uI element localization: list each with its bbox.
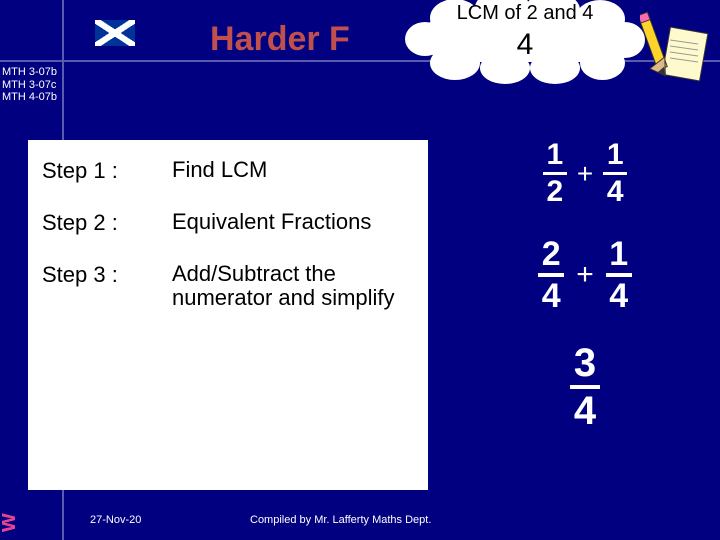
scotland-flag-icon [95,20,135,46]
fraction: 3 4 [570,343,600,431]
step-label: Step 3 : [42,262,172,310]
denominator: 4 [609,279,628,313]
code-item: MTH 3-07b [2,66,57,79]
fraction: 2 4 [538,237,564,313]
numerator: 1 [609,237,628,271]
page-title: Harder F [210,20,350,59]
numerator: 1 [607,140,624,170]
plus-operator: + [577,158,593,190]
denominator: 4 [607,177,624,207]
numerator: 2 [542,237,561,271]
fractions-area: 1 2 + 1 4 2 4 + 1 4 3 4 [470,140,700,461]
steps-panel: Step 1 : Find LCM Step 2 : Equivalent Fr… [28,140,428,490]
denominator: 2 [546,177,563,207]
step-text: Add/Subtract the numerator and simplify [172,262,414,310]
step-row: Step 1 : Find LCM [42,158,414,184]
step-label: Step 2 : [42,210,172,236]
cloud-value: 4 [430,28,620,62]
footer-date: 27-Nov-20 [90,514,141,526]
thought-cloud: LCM of 2 and 4 4 [400,0,650,84]
step-label: Step 1 : [42,158,172,184]
fraction: 1 4 [603,140,627,207]
curriculum-codes: MTH 3-07b MTH 3-07c MTH 4-07b [2,66,57,104]
numerator: 3 [574,343,596,383]
code-item: MTH 4-07b [2,91,57,104]
denominator: 4 [574,391,596,431]
step-row: Step 2 : Equivalent Fractions [42,210,414,236]
expression-row-3: 3 4 [470,343,700,431]
www-fragment: w [0,513,22,532]
denominator: 4 [542,279,561,313]
expression-row-1: 1 2 + 1 4 [470,140,700,207]
plus-operator: + [576,258,594,292]
step-text: Find LCM [172,158,414,184]
expression-row-2: 2 4 + 1 4 [470,237,700,313]
numerator: 1 [546,140,563,170]
footer-credit: Compiled by Mr. Lafferty Maths Dept. [250,514,431,526]
step-text: Equivalent Fractions [172,210,414,236]
pencil-notepad-icon [640,10,710,100]
code-item: MTH 3-07c [2,79,57,92]
step-row: Step 3 : Add/Subtract the numerator and … [42,262,414,310]
fraction: 1 2 [543,140,567,207]
fraction: 1 4 [606,237,632,313]
cloud-label: LCM of 2 and 4 [430,2,620,25]
